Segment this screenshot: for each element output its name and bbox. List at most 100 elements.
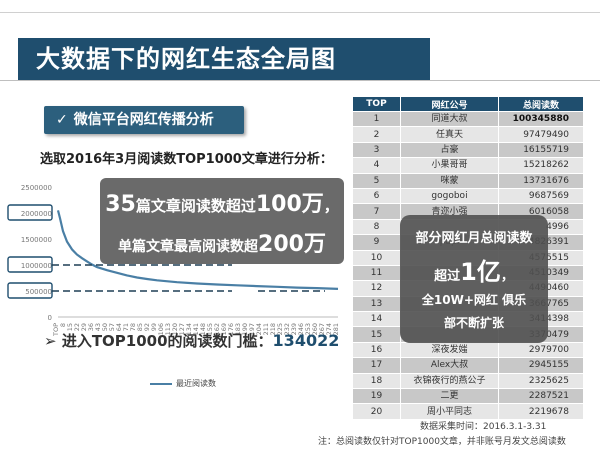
y-tick-label: 2500000 — [21, 184, 52, 192]
cell-reads: 2945155 — [498, 357, 584, 374]
cell-rank: 16 — [352, 341, 401, 359]
x-tick-label: 211 — [262, 323, 270, 335]
cell-account: 任真天 — [400, 126, 499, 143]
cell-reads: 2287521 — [498, 388, 584, 405]
cell-reads: 97479490 — [498, 126, 584, 143]
callout2-comma: ， — [500, 269, 514, 284]
cell-account: Alex大叔 — [400, 357, 499, 374]
table-row: 3 占豪 16155719 — [352, 141, 584, 159]
footnote: 注：总阅读数仅针对TOP1000文章，并非账号月发文总阅读数 — [318, 437, 566, 447]
cell-account: 咪蒙 — [400, 172, 499, 189]
x-tick-label: 64 — [115, 323, 123, 331]
x-tick-label: 218 — [269, 323, 277, 335]
callout-monthly-reads: 部分网红月总阅读数 超过1亿， 全10W+网红 俱乐 部不断扩张 — [400, 215, 548, 343]
cell-reads: 9687569 — [498, 187, 584, 205]
y-tick-label: 0 — [48, 314, 52, 322]
x-tick-label: 225 — [276, 323, 284, 335]
x-tick-label: 85 — [136, 323, 144, 331]
cell-rank: 6 — [352, 187, 401, 205]
x-tick-label: 50 — [101, 323, 109, 331]
cell-reads: 2325625 — [498, 372, 584, 390]
analysis-description: 选取2016年3月阅读数TOP1000文章进行分析： — [40, 152, 333, 167]
cell-rank: 7 — [352, 203, 401, 220]
x-tick-label: 78 — [129, 323, 137, 331]
cell-reads: 2979700 — [498, 341, 584, 359]
cell-reads: 2219678 — [498, 403, 584, 420]
x-tick-label: 99 — [150, 323, 158, 331]
cell-account: 同道大叔 — [400, 110, 499, 128]
header-reads: 总阅读数 — [498, 96, 584, 112]
series-line-reads — [56, 210, 339, 290]
cell-rank: 2 — [352, 126, 401, 143]
threshold-value: 134022 — [272, 331, 340, 350]
x-tick-label: 22 — [73, 323, 81, 331]
cell-reads: 100345880 — [498, 110, 584, 128]
y-label-highlight — [7, 204, 53, 221]
x-tick-label: 127 — [178, 323, 186, 335]
section-title: 微信平台网红传播分析 — [73, 112, 214, 128]
chart-legend: 最近阅读数 — [150, 378, 216, 389]
x-tick-label: 183 — [234, 323, 242, 335]
x-tick-label: 204 — [255, 323, 263, 335]
x-tick-label: 71 — [122, 323, 130, 331]
collection-period: 数据采集时间：2016.3.1-3.31 — [420, 422, 547, 432]
x-tick-label: 267 — [318, 323, 326, 335]
arrow-icon: ➢ — [44, 332, 57, 350]
callout2-line3: 全10W+网红 俱乐 — [421, 293, 527, 307]
x-tick-label: 260 — [311, 323, 319, 335]
callout2-over: 超过 — [434, 269, 461, 284]
table-header-row: TOP 网红公号 总阅读数 — [352, 96, 584, 112]
top-rule — [0, 12, 600, 13]
table-row: 20 周小平同志 2219678 — [352, 403, 584, 420]
cell-account: 衣锦夜行的燕公子 — [400, 372, 499, 390]
x-tick-label: TOP — [52, 323, 60, 337]
legend-label: 最近阅读数 — [176, 379, 216, 388]
x-tick-label: 8 — [59, 323, 67, 327]
cell-rank: 5 — [352, 172, 401, 189]
cell-rank: 9 — [352, 234, 401, 251]
title-rule — [0, 80, 600, 81]
table-row: 19 二更 2287521 — [352, 388, 584, 405]
cell-account: 小果哥哥 — [400, 157, 499, 174]
cell-rank: 13 — [352, 295, 401, 313]
table-row: 2 任真天 97479490 — [352, 126, 584, 143]
x-tick-label: 155 — [206, 323, 214, 335]
threshold-label: 进入TOP1000的阅读数门槛： — [61, 332, 273, 350]
x-tick-label: 120 — [171, 323, 179, 335]
x-tick-label: 15 — [66, 323, 74, 331]
x-tick-label: 197 — [248, 323, 256, 335]
x-tick-label: 232 — [283, 323, 291, 335]
cell-account: 周小平同志 — [400, 403, 499, 420]
y-tick-label: 500000 — [25, 288, 52, 296]
x-tick-label: 148 — [199, 323, 207, 335]
check-icon: ✓ — [56, 112, 68, 128]
x-tick-label: 43 — [94, 323, 102, 331]
x-tick-label: 281 — [332, 323, 340, 335]
x-tick-label: 141 — [192, 323, 200, 335]
cell-rank: 10 — [352, 249, 401, 266]
threshold-line: ➢ 进入TOP1000的阅读数门槛：134022 — [44, 330, 339, 351]
callout-million: 100万 — [255, 192, 324, 217]
cell-reads: 13731676 — [498, 172, 584, 189]
callout-top-articles: 35篇文章阅读数超过100万， 单篇文章最高阅读数超200万 — [100, 178, 344, 264]
table-row: 16 深夜发媸 2979700 — [352, 341, 584, 359]
y-tick-label: 1000000 — [21, 262, 52, 270]
table-row: 4 小果哥哥 15218262 — [352, 157, 584, 174]
y-tick-label: 1500000 — [21, 236, 52, 244]
x-tick-label: 246 — [297, 323, 305, 335]
cell-reads: 16155719 — [498, 141, 584, 159]
x-tick-label: 106 — [157, 323, 165, 335]
callout-max-text: 单篇文章最高阅读数超 — [118, 239, 259, 255]
cell-rank: 12 — [352, 280, 401, 297]
x-tick-label: 113 — [164, 323, 172, 335]
x-tick-label: 190 — [241, 323, 249, 335]
x-tick-label: 134 — [185, 323, 193, 335]
callout2-value: 1亿 — [460, 258, 501, 286]
header-rank: TOP — [352, 96, 401, 112]
x-tick-label: 29 — [80, 323, 88, 331]
table-row: 1 同道大叔 100345880 — [352, 110, 584, 128]
cell-rank: 17 — [352, 357, 401, 374]
cell-account: 占豪 — [400, 141, 499, 159]
cell-account: 深夜发媸 — [400, 341, 499, 359]
